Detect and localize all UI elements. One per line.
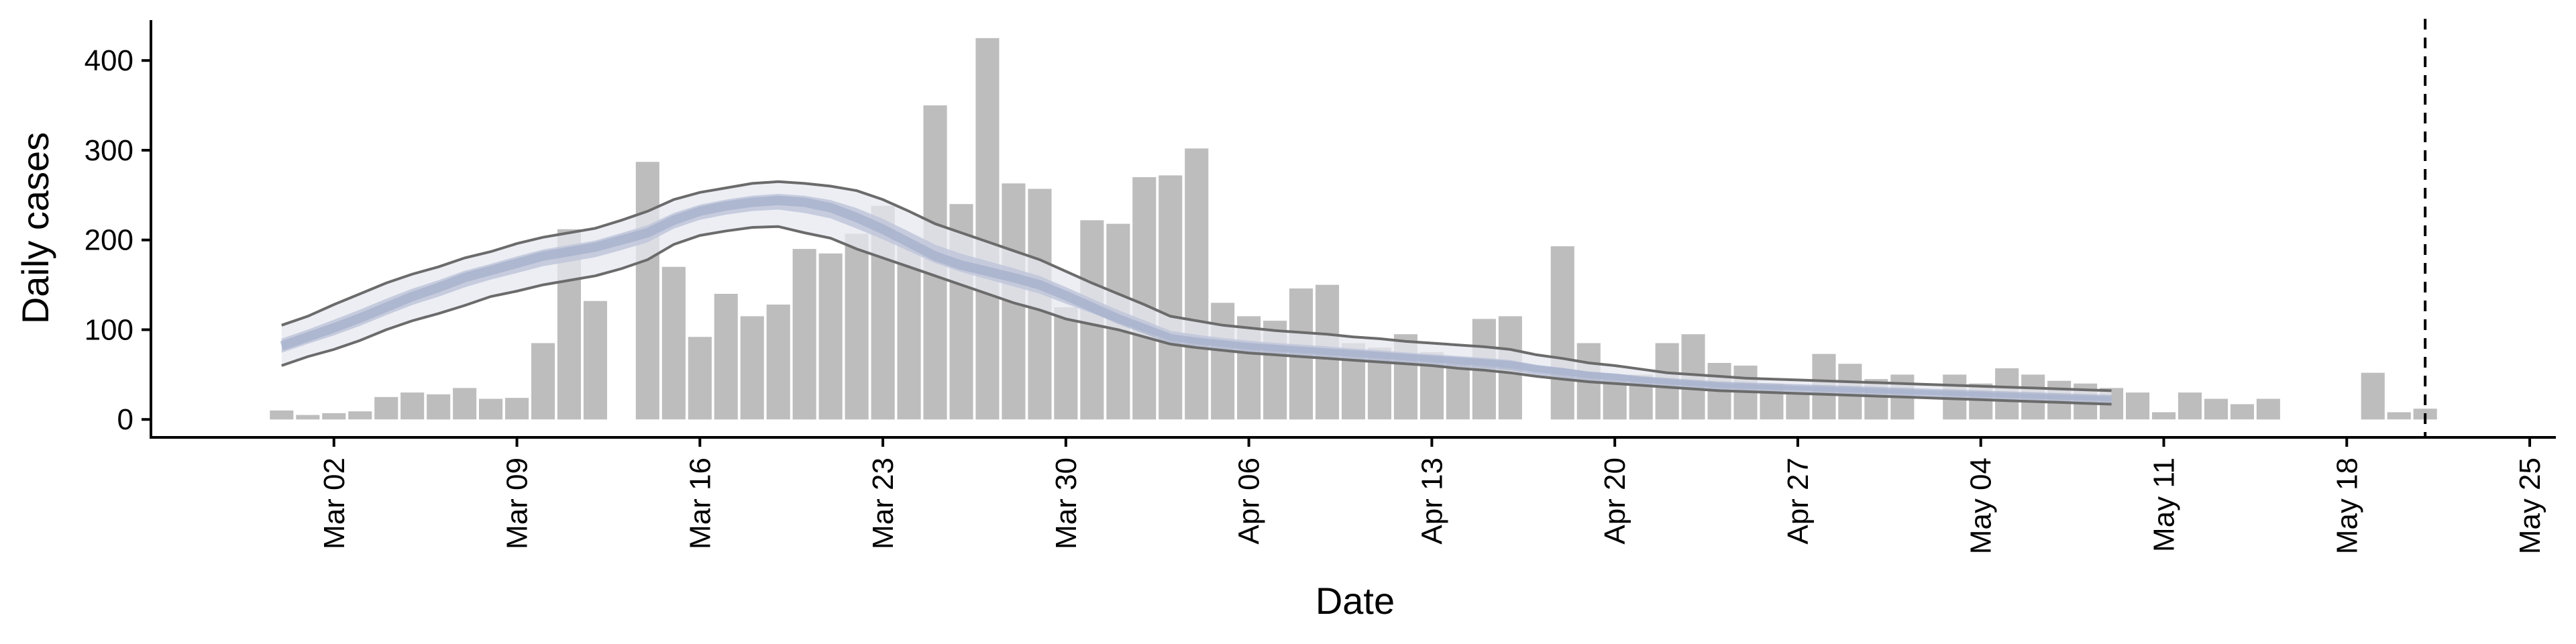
x-axis-title: Date bbox=[1316, 580, 1395, 622]
bar bbox=[2361, 372, 2385, 420]
bar bbox=[635, 162, 659, 420]
bar bbox=[296, 415, 320, 420]
y-tick-label: 300 bbox=[85, 134, 133, 167]
x-tick-label: Mar 23 bbox=[867, 458, 900, 549]
bar bbox=[766, 305, 790, 420]
bar bbox=[1185, 148, 1209, 420]
y-tick-label: 0 bbox=[117, 403, 133, 436]
bar bbox=[2204, 398, 2228, 420]
y-tick-label: 200 bbox=[85, 224, 133, 257]
x-tick-label: Mar 09 bbox=[501, 458, 534, 549]
bar bbox=[322, 413, 346, 420]
bar bbox=[2152, 412, 2176, 420]
y-tick-label: 400 bbox=[85, 44, 133, 77]
x-tick-label: Mar 02 bbox=[318, 458, 351, 549]
bar bbox=[479, 398, 503, 420]
x-tick-label: May 04 bbox=[1965, 458, 1998, 554]
x-tick-label: Apr 20 bbox=[1599, 458, 1631, 545]
x-tick-label: Mar 16 bbox=[684, 458, 716, 549]
bar bbox=[661, 266, 686, 420]
x-tick-label: Apr 27 bbox=[1782, 458, 1815, 545]
bar bbox=[714, 294, 738, 420]
bar bbox=[453, 388, 477, 420]
bar bbox=[845, 233, 869, 420]
x-tick-label: Mar 30 bbox=[1050, 458, 1083, 549]
bar bbox=[1132, 177, 1157, 420]
y-tick-label: 100 bbox=[85, 313, 133, 346]
bar bbox=[531, 343, 555, 420]
x-tick-label: May 11 bbox=[2148, 458, 2181, 552]
upper-bound-line bbox=[281, 180, 2112, 392]
x-tick-label: May 25 bbox=[2514, 458, 2546, 554]
x-tick-label: Apr 06 bbox=[1233, 458, 1266, 545]
bar bbox=[688, 337, 712, 420]
x-ticks: Mar 02 Mar 09 Mar 16 Mar 23 Mar 30 Apr 06 Apr … bbox=[318, 437, 2546, 554]
bar bbox=[1159, 175, 1183, 420]
bar bbox=[1550, 246, 1574, 420]
bar bbox=[2387, 412, 2411, 420]
bar bbox=[2256, 398, 2280, 420]
bar bbox=[2126, 392, 2150, 420]
lower-bound-line bbox=[281, 225, 2112, 406]
bar bbox=[348, 411, 372, 420]
y-ticks: 0 100 200 300 400 bbox=[85, 44, 151, 436]
median-line bbox=[280, 195, 2112, 405]
bar bbox=[792, 249, 816, 420]
bar bbox=[2230, 404, 2254, 420]
y-axis-title: Daily cases bbox=[14, 132, 56, 324]
bar bbox=[374, 396, 398, 420]
bar bbox=[1054, 307, 1078, 420]
bar bbox=[897, 244, 921, 420]
bar bbox=[1446, 361, 1470, 420]
bar bbox=[505, 398, 529, 420]
bar bbox=[740, 316, 764, 420]
bar bbox=[975, 38, 1000, 420]
bar bbox=[427, 394, 451, 420]
bar bbox=[583, 301, 607, 420]
bar bbox=[1211, 303, 1235, 420]
bar bbox=[2178, 392, 2202, 420]
bar bbox=[818, 253, 843, 420]
plot-area bbox=[270, 19, 2437, 437]
bar bbox=[1603, 379, 1627, 420]
bar bbox=[1786, 392, 1810, 420]
x-tick-label: Apr 13 bbox=[1415, 458, 1448, 545]
bar bbox=[400, 392, 425, 420]
axes bbox=[150, 20, 2556, 439]
bar bbox=[270, 410, 294, 420]
x-tick-label: May 18 bbox=[2330, 458, 2363, 554]
